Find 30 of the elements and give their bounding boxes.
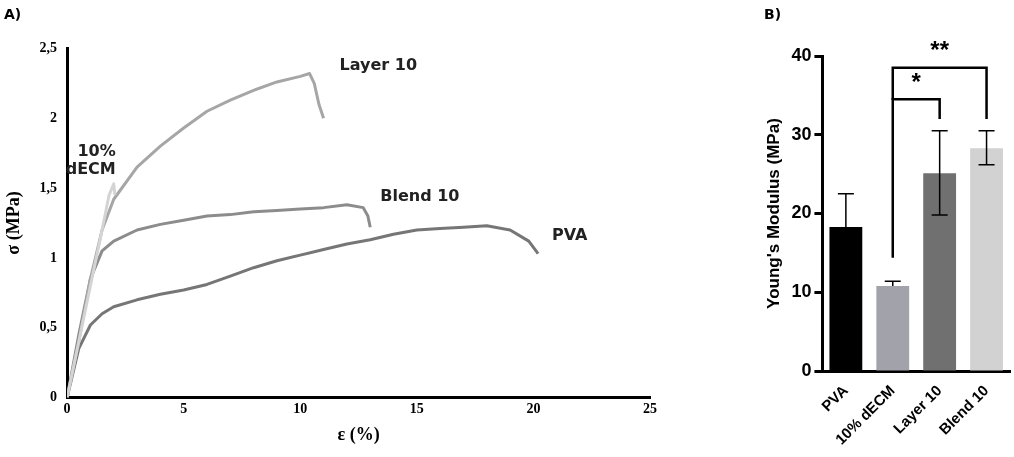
annotation: * bbox=[911, 67, 922, 95]
y-tick-label: 1 bbox=[50, 249, 58, 265]
x-tick-label: 20 bbox=[526, 400, 541, 416]
chart-title: B) bbox=[764, 6, 782, 22]
x-axis-title: ε (%) bbox=[337, 423, 380, 445]
x-tick-label: 10 bbox=[293, 400, 308, 416]
y-tick-label: 2 bbox=[50, 109, 58, 125]
bar bbox=[876, 285, 910, 371]
x-tick-label: PVA bbox=[817, 381, 852, 415]
x-tick-label: 25 bbox=[643, 400, 657, 416]
x-tick-label: 15 bbox=[409, 400, 424, 416]
y-tick-label: 2,5 bbox=[39, 40, 58, 56]
y-axis-title: σ (MPa) bbox=[3, 191, 25, 255]
bar bbox=[970, 148, 1003, 371]
y-tick-label: 10 bbox=[791, 281, 812, 302]
series-label: PVA bbox=[552, 224, 589, 244]
annotation: ** bbox=[930, 36, 950, 64]
y-tick-label: 0 bbox=[801, 360, 812, 381]
y-axis-title: Young's Modulus (MPa) bbox=[763, 118, 783, 309]
y-tick-label: 1,5 bbox=[39, 179, 58, 195]
y-tick-label: 40 bbox=[791, 44, 812, 65]
y-tick-label: 30 bbox=[791, 123, 812, 144]
y-tick-label: 20 bbox=[791, 202, 812, 223]
series-label: Blend 10 bbox=[380, 186, 460, 205]
series-label: Layer 10 bbox=[339, 54, 418, 74]
x-tick-label: 5 bbox=[180, 400, 188, 416]
bar bbox=[923, 173, 957, 371]
x-tick-label: 0 bbox=[63, 400, 71, 416]
y-tick-label: 0,5 bbox=[39, 319, 58, 335]
chart-title: A) bbox=[4, 6, 22, 22]
